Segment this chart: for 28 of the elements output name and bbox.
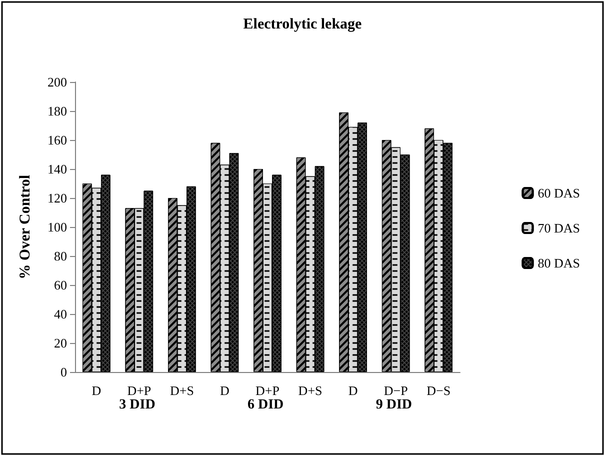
legend-label: 60 DAS <box>538 186 580 200</box>
y-tick-label: 100 <box>48 220 67 234</box>
x-tick-label: D <box>92 383 102 398</box>
y-axis-title: % Over Control <box>18 174 34 280</box>
x-tick-label: D+S <box>170 383 194 398</box>
y-tick-label: 180 <box>48 104 67 118</box>
y-tick-label: 140 <box>48 162 67 176</box>
x-tick-label: D+S <box>298 383 322 398</box>
x-tick-label: D <box>220 383 230 398</box>
y-tick-label: 0 <box>60 364 67 380</box>
y-tick-label: 60 <box>54 278 67 292</box>
legend-label: 80 DAS <box>538 256 580 270</box>
y-tick-label: 120 <box>48 190 67 206</box>
text: 9 DID <box>376 398 412 412</box>
chart-title: Electrolytic lekage <box>243 16 362 32</box>
y-tick-label: 200 <box>48 74 67 90</box>
text: 3 DID <box>119 398 156 412</box>
x-tick-label: D <box>348 383 358 398</box>
legend-label: 70 DAS <box>538 220 580 236</box>
y-tick-label: 20 <box>54 336 67 350</box>
text: 6 DID <box>248 398 284 412</box>
x-tick-label: D−P <box>384 383 408 398</box>
y-tick-label: 40 <box>54 306 67 322</box>
x-tick-label: D+P <box>256 383 280 398</box>
x-tick-label: D−S <box>426 383 451 398</box>
x-tick-label: D+P <box>127 383 152 398</box>
y-tick-label: 160 <box>48 132 67 148</box>
y-tick-label: 80 <box>54 248 67 264</box>
